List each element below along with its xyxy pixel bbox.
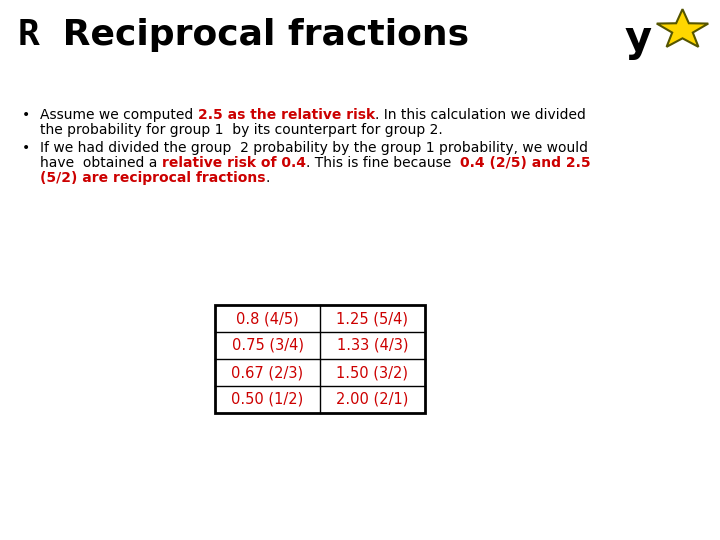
Text: . This is fine because: . This is fine because xyxy=(306,156,460,170)
Text: 2.00 (2/1): 2.00 (2/1) xyxy=(336,392,409,407)
Polygon shape xyxy=(657,9,708,47)
Text: Assume we computed: Assume we computed xyxy=(40,108,197,122)
Text: 2.5 as the relative risk: 2.5 as the relative risk xyxy=(197,108,374,122)
Text: If we had divided the group  2 probability by the group 1 probability, we would: If we had divided the group 2 probabilit… xyxy=(40,141,588,155)
Text: 1.50 (3/2): 1.50 (3/2) xyxy=(336,365,408,380)
Text: Reciprocal fractions: Reciprocal fractions xyxy=(50,18,469,52)
Text: 1.25 (5/4): 1.25 (5/4) xyxy=(336,311,408,326)
Bar xyxy=(215,305,425,413)
Text: •: • xyxy=(22,141,30,155)
Text: 0.75 (3/4): 0.75 (3/4) xyxy=(232,338,304,353)
Text: 1.33 (4/3): 1.33 (4/3) xyxy=(337,338,408,353)
Text: have  obtained a: have obtained a xyxy=(40,156,162,170)
Text: the probability for group 1  by its counterpart for group 2.: the probability for group 1 by its count… xyxy=(40,123,443,137)
Text: . In this calculation we divided: . In this calculation we divided xyxy=(374,108,585,122)
Text: (5/2) are reciprocal fractions: (5/2) are reciprocal fractions xyxy=(40,171,266,185)
Text: relative risk of 0.4: relative risk of 0.4 xyxy=(162,156,306,170)
Text: •: • xyxy=(22,108,30,122)
Text: 0.67 (2/3): 0.67 (2/3) xyxy=(231,365,304,380)
Text: y: y xyxy=(625,18,652,60)
Text: .: . xyxy=(266,171,270,185)
Text: 0.8 (4/5): 0.8 (4/5) xyxy=(236,311,299,326)
Text: 0.50 (1/2): 0.50 (1/2) xyxy=(231,392,304,407)
Text: R: R xyxy=(18,18,40,52)
Text: 0.4 (2/5) and 2.5: 0.4 (2/5) and 2.5 xyxy=(460,156,590,170)
